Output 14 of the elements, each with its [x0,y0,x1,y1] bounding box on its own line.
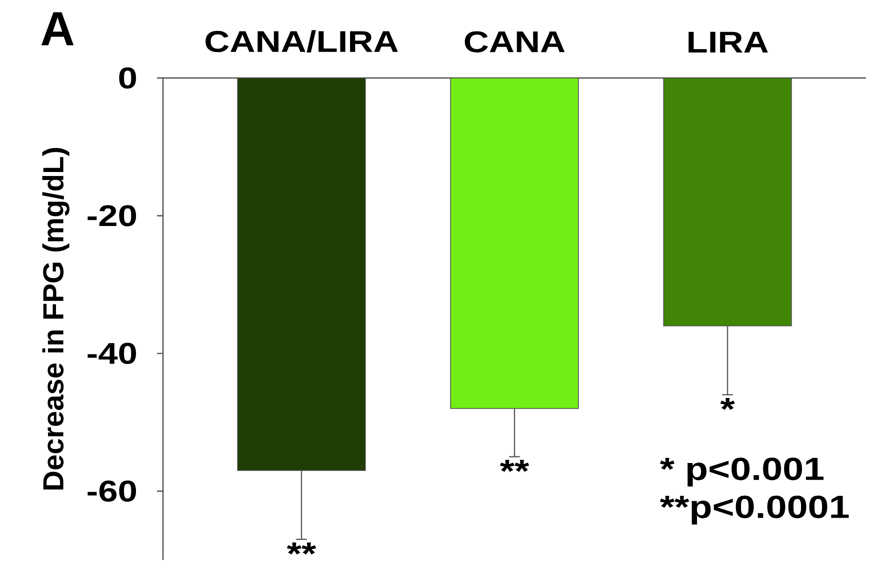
x-tick-label: CANA [464,31,565,52]
y-axis-title: Decrease in FPG (mg/dL) [42,148,70,490]
y-tick-label: 0 [119,67,136,89]
y-tick-label: -60 [88,480,136,502]
chart-title: A [41,12,74,46]
annotation: ** [500,460,530,472]
annotation: **p<0.0001 [660,496,849,525]
y-tick-label: -20 [88,205,136,226]
annotation: * p<0.001 [660,458,824,487]
x-tick-label: CANA/LIRA [206,30,398,52]
annotation: ** [286,542,316,554]
annotation: * [720,398,735,410]
y-tick-label: -40 [88,342,136,364]
x-tick-label: LIRA [688,32,768,52]
